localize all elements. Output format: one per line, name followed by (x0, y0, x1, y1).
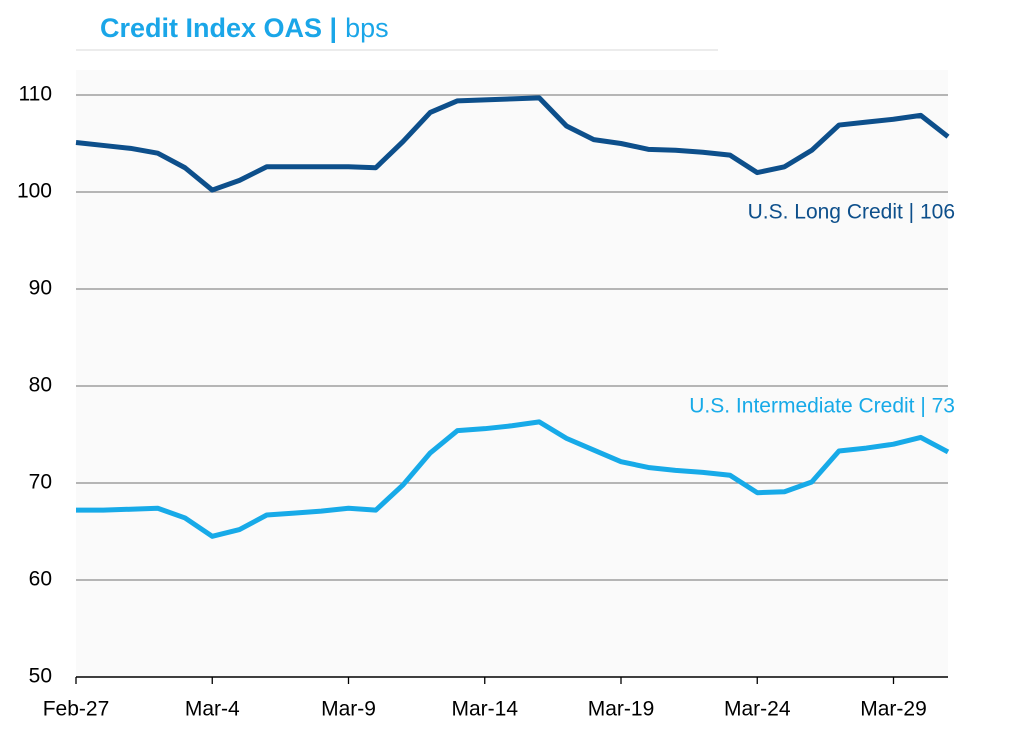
series-label: U.S. Long Credit | 106 (748, 200, 955, 223)
y-tick-label: 70 (29, 471, 52, 494)
x-tick-label: Mar-24 (724, 698, 791, 721)
x-tick-label: Mar-19 (588, 698, 655, 721)
plot-background (76, 70, 948, 677)
x-tick-label: Mar-14 (451, 698, 518, 721)
series-line (75, 95, 950, 193)
chart-subtitle: bps (345, 13, 389, 43)
series-line (76, 419, 950, 539)
x-tick-label: Mar-9 (321, 698, 376, 721)
x-tick-label: Mar-29 (860, 698, 927, 721)
series-label: U.S. Intermediate Credit | 73 (689, 395, 955, 418)
y-tick-label: 110 (19, 83, 52, 106)
y-tick-label: 90 (29, 277, 52, 300)
y-tick-label: 60 (29, 568, 52, 591)
chart-title: Credit Index OAS | (100, 13, 337, 43)
y-tick-label: 80 (29, 374, 52, 397)
x-tick-label: Mar-4 (185, 698, 240, 721)
y-tick-label: 100 (17, 180, 52, 203)
x-tick-label: Feb-27 (43, 698, 110, 721)
y-tick-label: 50 (29, 665, 52, 688)
